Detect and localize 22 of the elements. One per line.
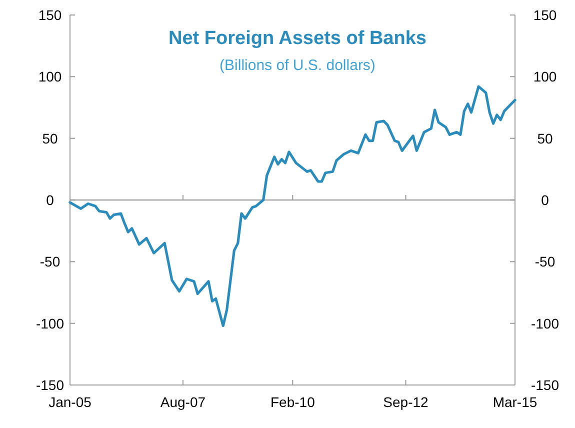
y2-tick-label: -100 xyxy=(530,315,560,332)
y2-tick-label: 100 xyxy=(533,68,557,85)
y-tick-label: -150 xyxy=(36,377,64,393)
text: (Billions of U.S. dollars) xyxy=(220,57,376,74)
y-tick-label: -100 xyxy=(36,315,64,332)
y2-tick-label: -150 xyxy=(530,377,560,393)
y2-tick-label: 50 xyxy=(537,130,553,146)
y2-tick-label: -50 xyxy=(534,254,556,270)
y-tick-label: -50 xyxy=(40,254,60,270)
y-tick-label: 50 xyxy=(42,130,58,146)
x-tick-label: Sep-12 xyxy=(383,394,429,410)
y-tick-label: 150 xyxy=(38,7,62,23)
line-series xyxy=(68,85,516,328)
x-tick-label: Mar-15 xyxy=(492,394,538,410)
y-tick-label: 0 xyxy=(46,192,54,208)
x-tick-label: Aug-07 xyxy=(160,394,206,410)
y-tick-label: 100 xyxy=(38,68,62,85)
y2-tick-label: 150 xyxy=(533,7,557,23)
text: Net Foreign Assets of Banks xyxy=(168,28,426,49)
x-tick-label: Jan-05 xyxy=(48,394,92,410)
x-tick-label: Feb-10 xyxy=(270,394,316,410)
y2-tick-label: 0 xyxy=(541,192,550,208)
